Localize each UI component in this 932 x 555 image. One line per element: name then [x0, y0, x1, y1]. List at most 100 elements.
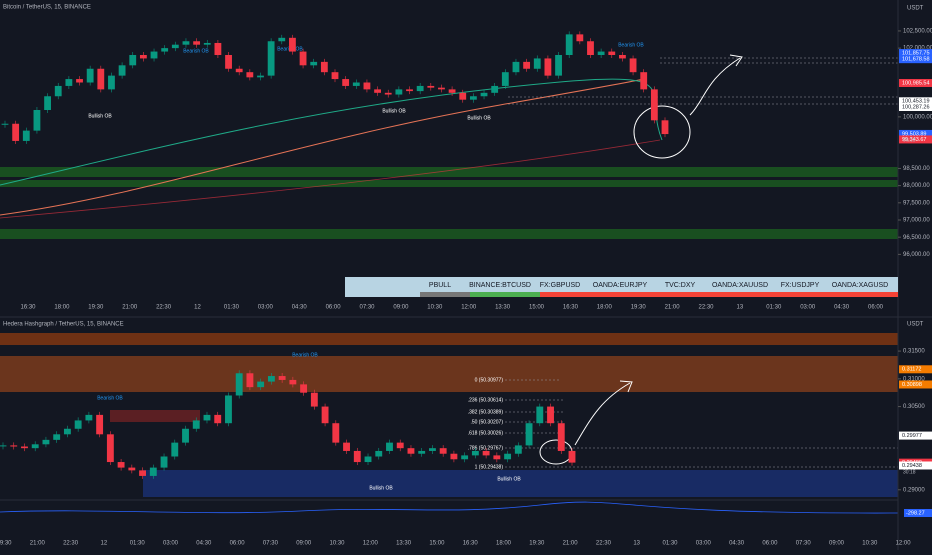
candle	[214, 42, 222, 55]
x-tick-label: 06:00	[868, 305, 884, 311]
x-tick-label: 03:00	[258, 305, 274, 311]
candle	[353, 450, 361, 463]
candle	[555, 55, 562, 76]
candle	[352, 82, 360, 86]
candle	[547, 406, 554, 424]
candle	[439, 448, 447, 454]
ticker-segment	[420, 292, 470, 297]
price-label: 0.29977	[902, 433, 922, 439]
x-tick-label: 22:30	[156, 305, 172, 311]
fib-label: 0 (50.30977)	[475, 377, 504, 383]
x-tick-label: 04:30	[292, 305, 308, 311]
x-tick-label: 19:30	[0, 541, 12, 547]
x-tick-label: 03:00	[696, 541, 712, 547]
candle	[300, 384, 308, 393]
y-tick-label: 97,500.00	[903, 200, 930, 206]
annotation: Bearish OB	[97, 395, 123, 401]
drawing-arrow	[689, 54, 743, 116]
oscillator-line	[0, 501, 899, 514]
candle	[97, 68, 105, 90]
candle	[650, 89, 658, 121]
candle	[364, 456, 372, 463]
ticker-item: OANDA:XAGUSD	[832, 282, 888, 289]
candle	[160, 456, 168, 468]
candle	[161, 48, 169, 52]
candle	[235, 68, 243, 73]
candle	[33, 110, 41, 131]
fib-label: 1 (50.29438)	[475, 464, 504, 470]
candle	[363, 82, 371, 90]
candle	[375, 450, 383, 457]
candle	[193, 41, 201, 45]
candle	[267, 41, 275, 76]
candle	[512, 61, 520, 73]
price-label: 0.29438	[902, 463, 922, 469]
x-tick-label: 19:30	[529, 541, 545, 547]
candle	[396, 442, 404, 449]
candle	[1, 123, 9, 125]
candle	[139, 470, 147, 476]
candle	[514, 445, 522, 454]
x-tick-label: 07:30	[263, 541, 279, 547]
candle	[203, 414, 211, 421]
candle	[289, 37, 296, 52]
demand-zone	[0, 167, 898, 177]
price-label-bg	[899, 135, 932, 144]
candle	[501, 72, 509, 86]
candle	[203, 42, 211, 45]
demand-zone	[0, 229, 898, 239]
candle	[22, 130, 30, 141]
fib-label: .618 (50.30026)	[468, 430, 504, 436]
candle	[139, 55, 147, 59]
annotation: Bearish OB	[183, 48, 209, 54]
candle	[108, 75, 115, 90]
price-label: 99,343.67	[902, 137, 926, 143]
y-tick-label: 102,000.00	[903, 46, 932, 52]
price-label: 101,857.75	[902, 50, 930, 56]
annotation: Bullish OB	[467, 115, 491, 121]
ticker-item: OANDA:EURJPY	[593, 282, 648, 289]
candle	[65, 79, 73, 86]
candle	[96, 414, 104, 435]
candle	[491, 85, 499, 93]
x-tick-label: 21:00	[30, 541, 46, 547]
supply-zone	[0, 356, 898, 392]
candle	[565, 34, 573, 55]
candle	[171, 442, 179, 457]
candle	[225, 395, 232, 424]
candle	[469, 96, 477, 100]
candle	[480, 92, 488, 97]
ticker-item: FX:GBPUSD	[540, 282, 580, 289]
candle	[21, 446, 28, 449]
ticker-item: OANDA:XAUUSD	[712, 282, 768, 289]
candle	[86, 68, 94, 83]
candle	[267, 376, 275, 382]
x-tick-label: 18:00	[496, 541, 512, 547]
x-tick-label: 18:00	[54, 305, 70, 311]
x-tick-label: 03:00	[800, 305, 816, 311]
fib-line	[505, 379, 898, 468]
countdown: 30:18	[903, 469, 916, 475]
y-tick-label: 0.29000	[903, 487, 925, 493]
x-tick-label: 19:30	[631, 305, 647, 311]
price-label-bg	[899, 365, 932, 374]
x-tick-label: 09:00	[296, 541, 312, 547]
candle	[597, 51, 605, 55]
ticker-segment	[540, 292, 898, 297]
y-tick-label: 96,000.00	[903, 252, 930, 258]
price-label-bg	[899, 97, 932, 106]
annotation: Bearish OB	[618, 42, 644, 48]
x-tick-label: 01:30	[224, 305, 240, 311]
x-tick-label: 04:30	[834, 305, 850, 311]
x-tick-label: 06:00	[326, 305, 342, 311]
candle	[235, 373, 243, 396]
countdown: 80:18	[903, 137, 916, 143]
candle	[640, 72, 648, 90]
candle	[289, 379, 297, 385]
candle	[332, 423, 340, 443]
price-label-bg	[899, 49, 932, 58]
fib-label: .382 (50.30389)	[468, 409, 504, 415]
candle	[504, 453, 512, 460]
candle	[536, 406, 544, 424]
y-tick-label: 0.30500	[903, 404, 925, 410]
